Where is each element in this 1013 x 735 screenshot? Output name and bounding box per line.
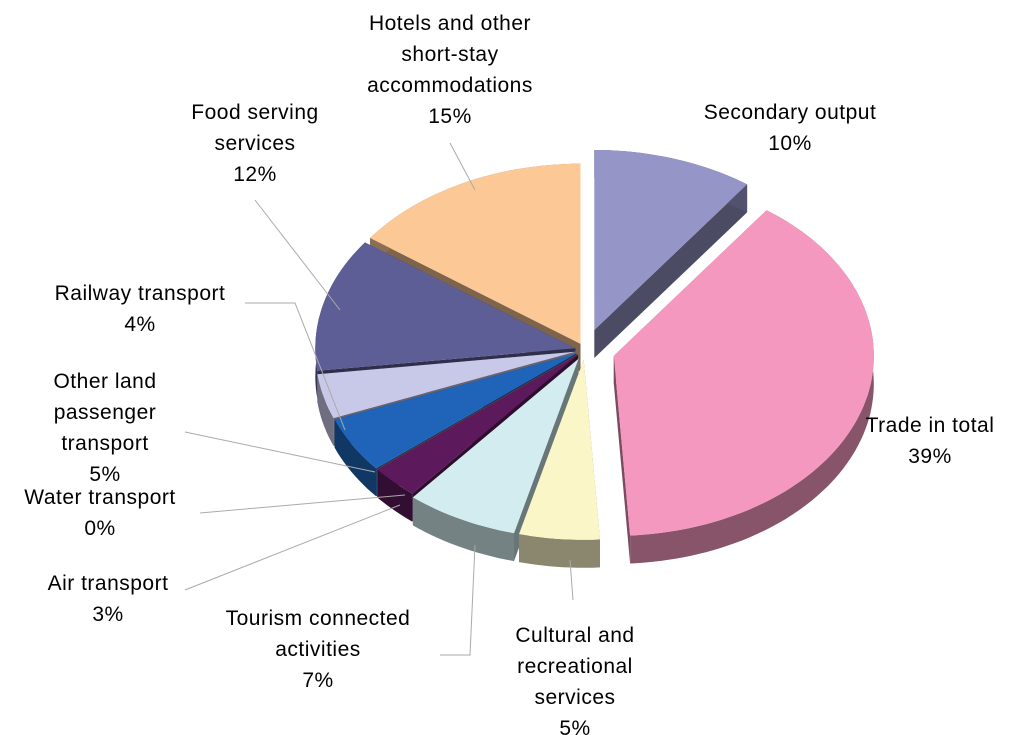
category-label: Cultural and recreational services [515,624,635,709]
slice [334,353,577,469]
slice [519,359,600,540]
category-label: Hotels and other short-stay accommodatio… [367,12,533,97]
slice-side [613,355,631,564]
leader-line [254,199,341,311]
leader-line [184,431,376,473]
slice-side [594,184,748,358]
value-label: 12% [233,163,277,186]
slice-label: Cultural and recreational services 5% [490,620,660,735]
slice-wall [412,497,514,562]
value-label: 15% [428,105,472,128]
category-label: Food serving services [191,101,319,155]
category-label: Railway transport [54,282,226,305]
category-label: Air transport [47,572,169,595]
slice-wall [519,534,600,568]
leader-line [449,142,476,191]
category-label: Other land passenger transport [53,370,157,455]
slice [594,150,748,330]
category-label: Trade in total [865,414,995,437]
value-label: 3% [92,603,124,626]
value-label: 5% [89,463,121,486]
value-label: 39% [908,445,952,468]
value-label: 7% [302,669,334,692]
value-label: 0% [84,517,116,540]
value-label: 5% [559,717,591,735]
slice-label: Hotels and other short-stay accommodatio… [340,8,560,132]
leader-line [199,494,406,514]
leader-line [569,559,574,601]
category-label: Secondary output [703,101,877,124]
leader-line [245,302,346,431]
category-label: Tourism connected activities [225,607,411,661]
leader-line [440,544,476,656]
slice [315,242,576,371]
slice-wall [630,210,874,564]
slice-label: Trade in total 39% [850,410,1010,472]
slice [317,351,576,418]
slice [412,358,579,534]
slice-label: Tourism connected activities 7% [198,603,438,696]
slice [377,354,578,494]
slice-label: Other land passenger transport 5% [30,366,180,490]
value-label: 4% [124,313,156,336]
value-label: 10% [768,132,812,155]
slice-label: Secondary output 10% [670,97,910,159]
category-label: Water transport [24,486,176,509]
leader-line [184,504,401,591]
slice [370,163,581,344]
slice-wall [317,374,334,446]
slice-label: Water transport 0% [0,482,210,544]
slice-label: Railway transport 4% [20,278,260,340]
slice [613,210,874,536]
slice-label: Air transport 3% [8,568,208,630]
slice-label: Food serving services 12% [170,97,340,190]
slice-wall [334,419,377,497]
